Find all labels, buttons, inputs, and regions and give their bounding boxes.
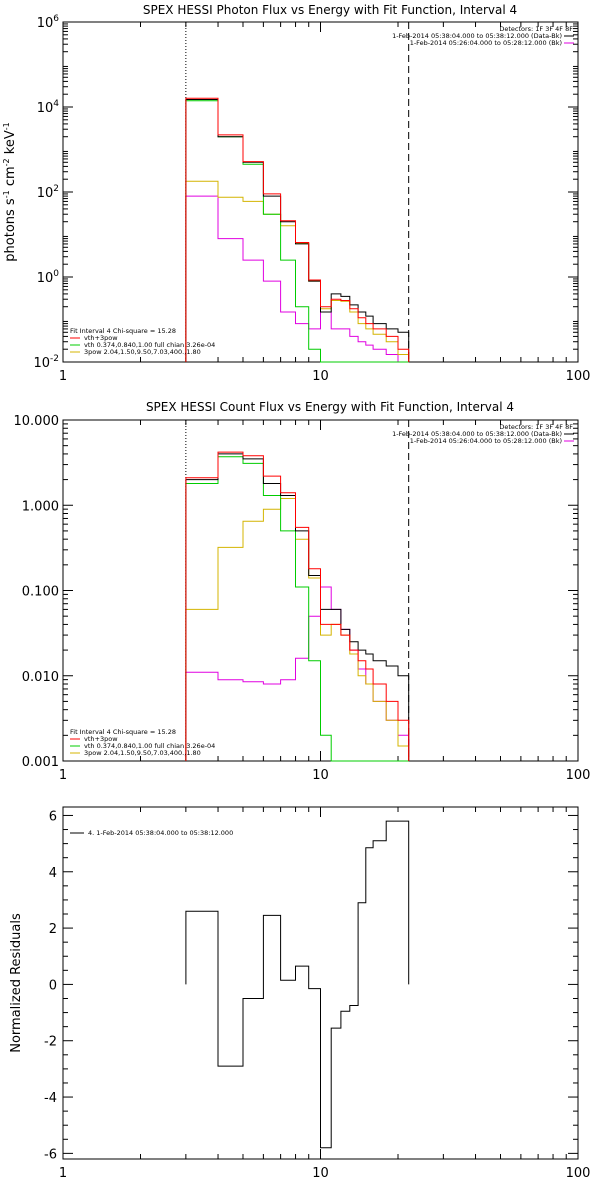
- y-tick-label: 0.100: [22, 585, 59, 600]
- photon-header-line-3: 1-Feb-2014 05:26:04.000 to 05:28:12.000 …: [410, 39, 562, 47]
- photon-flux-title: SPEX HESSI Photon Flux vs Energy with Fi…: [143, 3, 517, 17]
- residuals-ylabel: Normalized Residuals: [9, 913, 24, 1053]
- photon-flux-header: Detectors: 1F 3F 4F 8F 1-Feb-2014 05:38:…: [392, 25, 574, 47]
- x-tick-label: 10: [312, 369, 329, 384]
- count-legend-pow: 3pow 2.04,1.50,9.50,7.03,400.,1.80: [84, 749, 201, 757]
- x-tick-label: 10: [312, 1166, 329, 1181]
- y-tick-label: 0.001: [22, 755, 59, 770]
- photon-flux-ylabel: photons s-1 cm-2 keV-1: [2, 122, 18, 261]
- y-tick-label: 1.000: [22, 499, 59, 514]
- x-tick-label: 10: [312, 768, 329, 783]
- count-header-line-2: 1-Feb-2014 05:38:04.000 to 05:38:12.000 …: [392, 430, 562, 438]
- count-header-line-3: 1-Feb-2014 05:26:04.000 to 05:28:12.000 …: [410, 437, 562, 445]
- residuals-legend: 4. 1-Feb-2014 05:38:04.000 to 05:38:12.0…: [70, 829, 233, 837]
- photon-flux-series: [185, 97, 410, 363]
- photon-header-line-2: 1-Feb-2014 05:38:04.000 to 05:38:12.000 …: [392, 32, 562, 40]
- count-flux-title: SPEX HESSI Count Flux vs Energy with Fit…: [146, 400, 514, 414]
- x-tick-label: 100: [566, 1166, 591, 1181]
- count-flux-panel: SPEX HESSI Count Flux vs Energy with Fit…: [14, 400, 591, 783]
- y-tick-label: 0: [49, 978, 57, 993]
- x-tick-label: 1: [59, 1166, 67, 1181]
- y-tick-label: 4: [49, 866, 57, 881]
- residuals-panel: 1 10 100 -6 -4 -2 0 2 4 6 Normalized Residuals 4.…: [9, 806, 590, 1181]
- photon-flux-panel: SPEX HESSI Photon Flux vs Energy with Fi…: [2, 3, 590, 384]
- series-data-line: [185, 820, 410, 1149]
- y-tick-label: 102: [37, 184, 59, 201]
- y-tick-label: -4: [44, 1091, 57, 1106]
- residuals-series: [185, 820, 410, 1149]
- x-tick-label: 1: [59, 768, 67, 783]
- y-tick-label: 10.000: [14, 414, 60, 429]
- series-data-line: [185, 453, 410, 761]
- x-tick-label: 1: [59, 369, 67, 384]
- residuals-axes: 1 10 100 -6 -4 -2 0 2 4 6: [44, 807, 590, 1181]
- count-flux-legend: Fit Interval 4 Chi-square = 15.28 vth+3p…: [70, 728, 215, 757]
- count-legend-vth: vth 0.374,0.840,1.00 full chian 3.26e-04: [84, 742, 215, 750]
- photon-flux-legend: Fit Interval 4 Chi-square = 15.28 vth+3p…: [70, 327, 215, 356]
- count-flux-series: [185, 451, 410, 762]
- count-flux-axes: 1 10 100 0.001 0.010 0.100 1.000 10.000: [14, 414, 591, 783]
- photon-legend-total: vth+3pow: [84, 334, 118, 342]
- y-tick-label: 6: [49, 809, 57, 824]
- y-tick-label: 2: [49, 922, 57, 937]
- y-tick-label: -6: [44, 1147, 57, 1162]
- count-header-line-1: Detectors: 1F 3F 4F 8F: [499, 423, 573, 431]
- y-tick-label: 106: [37, 14, 60, 31]
- y-tick-label: -2: [44, 1035, 57, 1050]
- residuals-legend-text: 4. 1-Feb-2014 05:38:04.000 to 05:38:12.0…: [88, 829, 233, 837]
- y-tick-label: 104: [37, 99, 60, 116]
- photon-legend-chisq: Fit Interval 4 Chi-square = 15.28: [70, 327, 176, 335]
- series-pow-line: [185, 498, 410, 761]
- x-tick-label: 100: [566, 768, 591, 783]
- series-total-line: [185, 451, 410, 761]
- photon-header-line-1: Detectors: 1F 3F 4F 8F: [499, 25, 573, 33]
- photon-legend-pow: 3pow 2.04,1.50,9.50,7.03,400.,1.80: [84, 348, 201, 356]
- y-tick-label: 10-2: [33, 354, 59, 371]
- x-tick-label: 100: [566, 369, 591, 384]
- y-tick-label: 0.010: [22, 670, 59, 685]
- count-legend-chisq: Fit Interval 4 Chi-square = 15.28: [70, 728, 176, 736]
- photon-flux-axes: 1 10 100 10-2 100 102 104 106: [33, 14, 590, 384]
- photon-legend-vth: vth 0.374,0.840,1.00 full chian 3.26e-04: [84, 341, 215, 349]
- y-tick-label: 100: [37, 269, 60, 286]
- count-flux-header: Detectors: 1F 3F 4F 8F 1-Feb-2014 05:38:…: [392, 423, 574, 445]
- series-total-line: [185, 97, 410, 362]
- count-legend-total: vth+3pow: [84, 735, 118, 743]
